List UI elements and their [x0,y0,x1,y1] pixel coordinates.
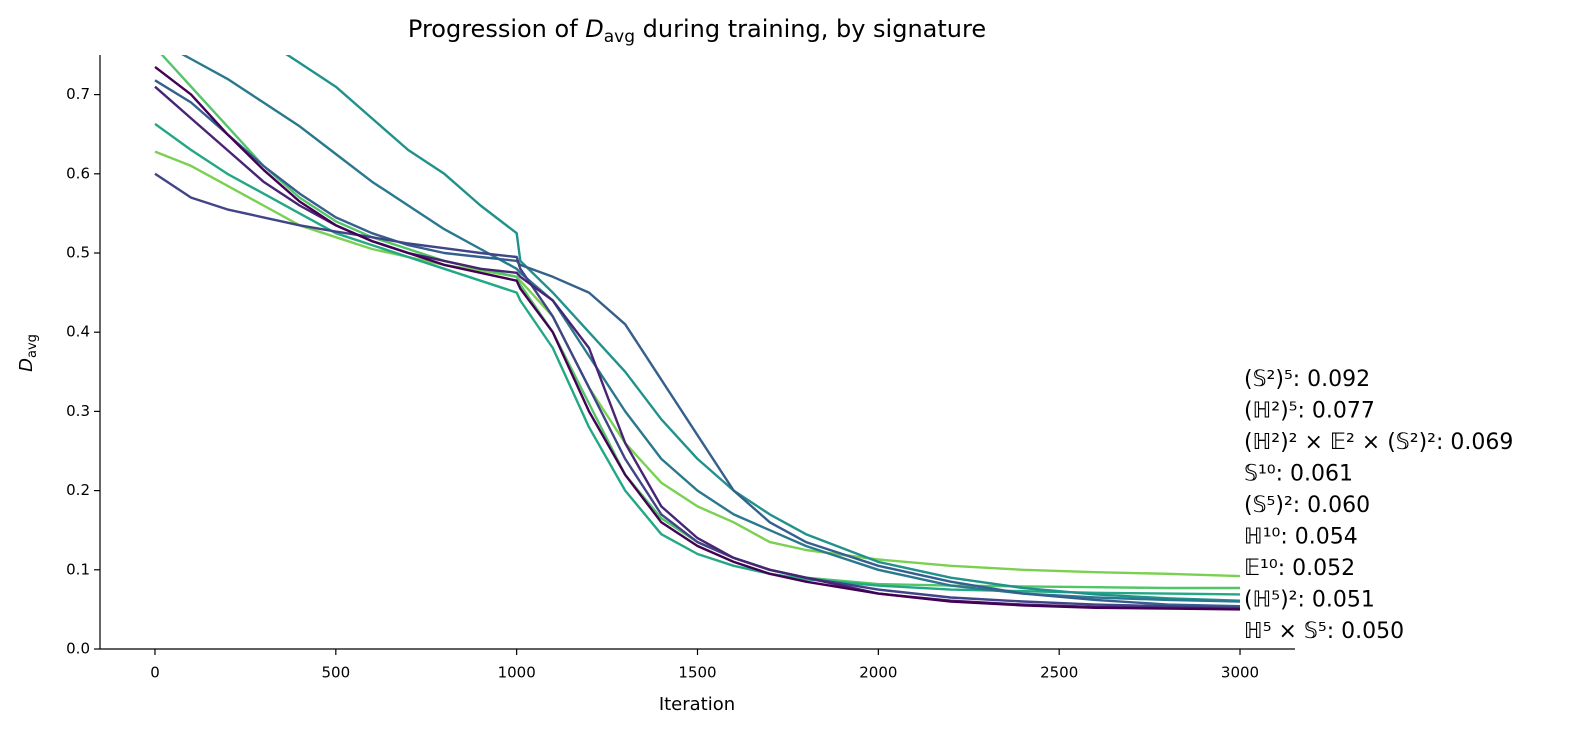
x-axis-label: Iteration [659,694,735,715]
x-tick-label: 2000 [859,664,897,682]
legend-label: (ℍ⁵)²: 0.051 [1244,588,1375,613]
x-tick-label: 500 [321,664,350,682]
legend-label: 𝕊¹⁰: 0.061 [1244,462,1353,487]
y-tick-label: 0.1 [66,560,90,578]
x-tick-label: 1000 [498,664,536,682]
x-tick-label: 1500 [678,664,716,682]
y-tick-label: 0.3 [66,402,90,420]
y-tick-label: 0.7 [66,85,90,103]
x-tick-label: 2500 [1040,664,1078,682]
legend-label: (ℍ²)⁵: 0.077 [1244,399,1375,424]
legend-label: ℍ¹⁰: 0.054 [1244,525,1358,550]
chart-title: Progression of Davg during training, by … [408,15,986,47]
legend-label: ℍ⁵ × 𝕊⁵: 0.050 [1244,619,1404,644]
y-axis-label: Davg [16,334,40,372]
series-line [154,172,1241,609]
series-line [181,55,1241,603]
y-tick-label: 0.0 [66,640,90,658]
y-tick-label: 0.5 [66,244,90,262]
series-line [285,55,1241,602]
series-line [154,85,1241,610]
y-tick-label: 0.4 [66,323,90,341]
plot-area [154,55,1241,611]
legend-label: (𝕊²)⁵: 0.092 [1244,367,1370,392]
series-line [154,65,1241,611]
x-tick-label: 3000 [1221,664,1259,682]
series-line [154,122,1241,596]
series-line [154,79,1241,608]
series-line [160,55,1240,590]
x-tick-label: 0 [150,664,160,682]
y-tick-label: 0.6 [66,164,90,182]
legend-label: 𝔼¹⁰: 0.052 [1244,556,1355,581]
y-tick-label: 0.2 [66,481,90,499]
legend-label: (𝕊⁵)²: 0.060 [1244,493,1370,518]
legend-label: (ℍ²)² × 𝔼² × (𝕊²)²: 0.069 [1244,430,1513,455]
